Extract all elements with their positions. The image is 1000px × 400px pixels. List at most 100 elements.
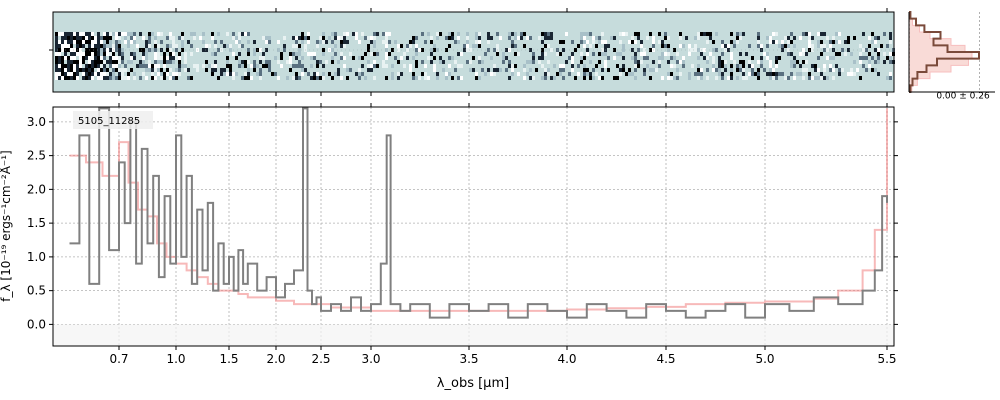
twod-pixel xyxy=(457,36,460,40)
twod-pixel xyxy=(457,32,460,36)
twod-pixel xyxy=(265,64,268,68)
twod-pixel xyxy=(292,52,295,56)
twod-pixel xyxy=(736,36,739,40)
twod-pixel xyxy=(112,32,115,36)
twod-pixel xyxy=(418,76,421,80)
twod-pixel xyxy=(424,72,427,76)
twod-pixel xyxy=(712,56,715,60)
twod-pixel xyxy=(187,76,190,80)
twod-pixel xyxy=(61,48,64,52)
twod-pixel xyxy=(181,64,184,68)
twod-pixel xyxy=(316,44,319,48)
twod-pixel xyxy=(58,52,61,56)
twod-pixel xyxy=(421,60,424,64)
twod-pixel xyxy=(739,36,742,40)
twod-pixel xyxy=(676,68,679,72)
twod-pixel xyxy=(847,72,850,76)
twod-pixel xyxy=(295,40,298,44)
x-tick-label: 5.0 xyxy=(755,352,774,366)
twod-pixel xyxy=(715,48,718,52)
twod-pixel xyxy=(58,32,61,36)
twod-pixel xyxy=(664,44,667,48)
twod-pixel xyxy=(334,36,337,40)
twod-pixel xyxy=(664,36,667,40)
twod-pixel xyxy=(70,68,73,72)
twod-pixel xyxy=(88,64,91,68)
twod-pixel xyxy=(76,44,79,48)
twod-pixel xyxy=(583,76,586,80)
twod-pixel xyxy=(358,68,361,72)
twod-pixel xyxy=(562,68,565,72)
twod-pixel xyxy=(787,40,790,44)
zero-band xyxy=(53,324,894,346)
twod-pixel xyxy=(100,44,103,48)
twod-pixel xyxy=(235,56,238,60)
twod-pixel xyxy=(121,76,124,80)
twod-pixel xyxy=(55,76,58,80)
twod-pixel xyxy=(97,40,100,44)
twod-pixel xyxy=(361,56,364,60)
twod-pixel xyxy=(367,64,370,68)
twod-pixel xyxy=(739,68,742,72)
twod-pixel xyxy=(511,72,514,76)
twod-pixel xyxy=(253,48,256,52)
twod-pixel xyxy=(121,52,124,56)
twod-pixel xyxy=(382,60,385,64)
twod-pixel xyxy=(97,76,100,80)
twod-pixel xyxy=(205,68,208,72)
twod-pixel xyxy=(511,40,514,44)
twod-pixel xyxy=(94,72,97,76)
twod-pixel xyxy=(799,52,802,56)
twod-pixel xyxy=(274,56,277,60)
twod-pixel xyxy=(601,40,604,44)
twod-pixel xyxy=(706,32,709,36)
twod-pixel xyxy=(889,56,892,60)
twod-pixel xyxy=(808,72,811,76)
twod-pixel xyxy=(55,68,58,72)
twod-pixel xyxy=(70,72,73,76)
twod-pixel xyxy=(757,40,760,44)
twod-pixel xyxy=(592,40,595,44)
twod-pixel xyxy=(526,36,529,40)
twod-pixel xyxy=(64,40,67,44)
twod-pixel xyxy=(259,48,262,52)
twod-pixel xyxy=(433,56,436,60)
twod-pixel xyxy=(112,44,115,48)
twod-pixel xyxy=(115,44,118,48)
twod-pixel xyxy=(622,32,625,36)
twod-pixel xyxy=(751,72,754,76)
twod-pixel xyxy=(823,48,826,52)
twod-pixel xyxy=(73,68,76,72)
twod-pixel xyxy=(865,56,868,60)
twod-pixel xyxy=(667,76,670,80)
twod-pixel xyxy=(478,36,481,40)
twod-pixel xyxy=(154,44,157,48)
twod-pixel xyxy=(322,52,325,56)
twod-pixel xyxy=(136,64,139,68)
twod-pixel xyxy=(247,76,250,80)
twod-pixel xyxy=(130,68,133,72)
twod-pixel xyxy=(220,40,223,44)
twod-pixel xyxy=(490,56,493,60)
twod-pixel xyxy=(253,40,256,44)
twod-pixel xyxy=(889,76,892,80)
twod-pixel xyxy=(688,52,691,56)
twod-pixel xyxy=(478,56,481,60)
twod-pixel xyxy=(301,56,304,60)
twod-pixel xyxy=(862,56,865,60)
twod-pixel xyxy=(322,40,325,44)
twod-pixel xyxy=(673,64,676,68)
twod-pixel xyxy=(826,36,829,40)
twod-pixel xyxy=(82,72,85,76)
twod-pixel xyxy=(268,40,271,44)
twod-pixel xyxy=(106,68,109,72)
twod-pixel xyxy=(235,72,238,76)
twod-pixel xyxy=(592,76,595,80)
twod-pixel xyxy=(169,56,172,60)
twod-pixel xyxy=(610,36,613,40)
twod-pixel xyxy=(580,40,583,44)
twod-pixel xyxy=(412,76,415,80)
twod-pixel xyxy=(265,40,268,44)
twod-pixel xyxy=(850,72,853,76)
twod-pixel xyxy=(598,52,601,56)
